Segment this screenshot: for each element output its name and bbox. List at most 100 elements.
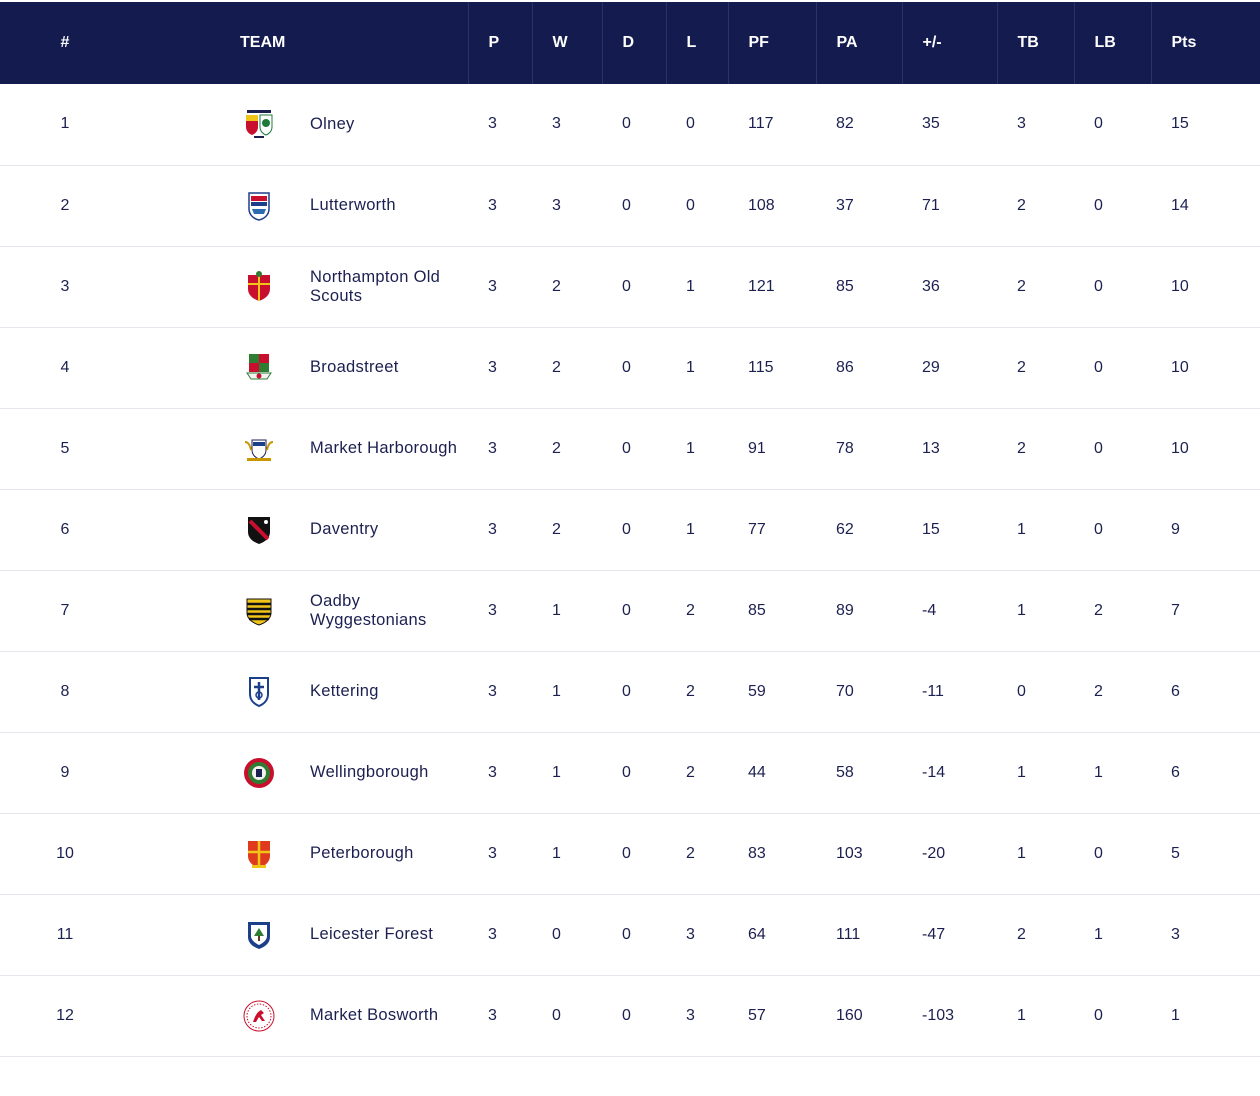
lost-cell: 1	[686, 439, 695, 457]
team-cell[interactable]: Kettering	[130, 651, 468, 732]
points-for-cell: 115	[748, 358, 774, 376]
points-against-cell: 86	[836, 358, 854, 376]
position-cell: 4	[60, 358, 70, 376]
points-against-cell: 85	[836, 277, 854, 295]
team-link[interactable]: Market Bosworth	[130, 999, 468, 1033]
losing-bonus-cell: 0	[1094, 277, 1103, 295]
table-row[interactable]: 3 Northampton Old Scouts 3 2 0 1 121 85 36 2 0 10	[0, 246, 1260, 327]
won-cell: 2	[552, 520, 561, 538]
team-cell[interactable]: Market Harborough	[130, 408, 468, 489]
lost-cell: 1	[686, 358, 695, 376]
won-cell: 2	[552, 439, 561, 457]
losing-bonus-cell: 0	[1094, 1006, 1103, 1024]
team-cell[interactable]: Market Bosworth	[130, 975, 468, 1056]
played-cell: 3	[488, 196, 497, 214]
drawn-cell: 0	[622, 196, 631, 214]
position-cell: 9	[60, 763, 70, 781]
team-link[interactable]: Northampton Old Scouts	[130, 268, 468, 306]
losing-bonus-cell: 1	[1094, 763, 1103, 781]
losing-bonus-cell: 0	[1094, 439, 1103, 457]
team-cell[interactable]: Leicester Forest	[130, 894, 468, 975]
team-cell[interactable]: Northampton Old Scouts	[130, 246, 468, 327]
table-row[interactable]: 2 Lutterworth 3 3 0 0 108 37 71 2 0 14	[0, 165, 1260, 246]
position-cell: 3	[60, 277, 70, 295]
drawn-cell: 0	[622, 439, 631, 457]
points-difference-cell: 35	[922, 115, 940, 133]
table-row[interactable]: 6 Daventry 3 2 0 1 77 62 15 1 0 9	[0, 489, 1260, 570]
played-cell: 3	[488, 358, 497, 376]
team-cell[interactable]: Wellingborough	[130, 732, 468, 813]
table-row[interactable]: 9 Wellingborough 3 1 0 2 44 58 -14 1 1 6	[0, 732, 1260, 813]
points-cell: 6	[1171, 682, 1180, 700]
team-link[interactable]: Oadby Wyggestonians	[130, 592, 468, 630]
column-header-position[interactable]: #	[60, 34, 70, 51]
column-header-points[interactable]: Pts	[1150, 2, 1260, 84]
points-difference-cell: -11	[922, 682, 944, 700]
team-cell[interactable]: Olney	[130, 84, 468, 165]
team-cell[interactable]: Peterborough	[130, 813, 468, 894]
points-difference-cell: -20	[922, 844, 946, 862]
lost-cell: 1	[686, 277, 695, 295]
team-cell[interactable]: Daventry	[130, 489, 468, 570]
team-link[interactable]: Daventry	[130, 513, 468, 547]
losing-bonus-cell: 0	[1094, 115, 1103, 133]
column-header-team[interactable]: TEAM	[130, 2, 468, 84]
column-header-played[interactable]: P	[467, 2, 532, 84]
team-name: Olney	[310, 114, 355, 133]
drawn-cell: 0	[622, 763, 631, 781]
points-for-cell: 83	[748, 844, 766, 862]
table-row[interactable]: 7 Oadby Wyggestonians 3 1 0 2 85 89 -4 1 2 7	[0, 570, 1260, 651]
table-row[interactable]: 4 Broadstreet 3 2 0 1 115 86 29 2 0 10	[0, 327, 1260, 408]
points-against-cell: 82	[836, 115, 854, 133]
team-link[interactable]: Broadstreet	[130, 351, 468, 385]
losing-bonus-cell: 0	[1094, 844, 1103, 862]
team-link[interactable]: Olney	[130, 107, 468, 141]
column-header-try-bonus[interactable]: TB	[996, 2, 1074, 84]
points-difference-cell: 36	[922, 277, 940, 295]
position-cell: 5	[60, 439, 70, 457]
drawn-cell: 0	[622, 277, 631, 295]
points-against-cell: 58	[836, 763, 854, 781]
column-header-drawn[interactable]: D	[601, 2, 666, 84]
lost-cell: 0	[686, 115, 695, 133]
team-link[interactable]: Wellingborough	[130, 756, 468, 790]
column-header-points-against[interactable]: PA	[815, 2, 902, 84]
daventry-crest-icon	[242, 513, 276, 547]
team-cell[interactable]: Lutterworth	[130, 165, 468, 246]
column-header-losing-bonus[interactable]: LB	[1073, 2, 1151, 84]
table-row[interactable]: 5 Market Harborough 3 2 0 1 91 78 13 2 0 10	[0, 408, 1260, 489]
column-header-lost[interactable]: L	[665, 2, 728, 84]
try-bonus-cell: 2	[1017, 358, 1026, 376]
team-link[interactable]: Market Harborough	[130, 432, 468, 466]
losing-bonus-cell: 1	[1094, 925, 1103, 943]
table-row[interactable]: 12 Market Bosworth 3 0 0 3 57 160 -103 1 0 1	[0, 975, 1260, 1056]
team-link[interactable]: Lutterworth	[130, 189, 468, 223]
try-bonus-cell: 2	[1017, 925, 1026, 943]
points-for-cell: 108	[748, 196, 775, 214]
column-header-points-difference[interactable]: +/-	[901, 2, 997, 84]
drawn-cell: 0	[622, 601, 631, 619]
points-difference-cell: 13	[922, 439, 940, 457]
column-header-points-for[interactable]: PF	[727, 2, 816, 84]
team-link[interactable]: Peterborough	[130, 837, 468, 871]
table-row[interactable]: 8 Kettering 3 1 0 2 59 70 -11 0 2 6	[0, 651, 1260, 732]
table-row[interactable]: 11 Leicester Forest 3 0 0 3 64 111 -47 2 1 3	[0, 894, 1260, 975]
league-table-container: # TEAM P W D L PF PA +/- TB LB Pts 1 Olne…	[0, 2, 1260, 1057]
points-for-cell: 59	[748, 682, 766, 700]
team-cell[interactable]: Oadby Wyggestonians	[130, 570, 468, 651]
points-cell: 3	[1171, 925, 1180, 943]
column-header-won[interactable]: W	[531, 2, 602, 84]
team-link[interactable]: Kettering	[130, 675, 468, 709]
lost-cell: 3	[686, 925, 695, 943]
played-cell: 3	[488, 520, 497, 538]
points-cell: 15	[1171, 115, 1189, 133]
points-for-cell: 64	[748, 925, 766, 943]
points-difference-cell: -47	[922, 925, 946, 943]
points-for-cell: 77	[748, 520, 766, 538]
table-row[interactable]: 1 Olney 3 3 0 0 117 82 35 3 0 15	[0, 84, 1260, 165]
table-row[interactable]: 10 Peterborough 3 1 0 2 83 103 -20 1 0 5	[0, 813, 1260, 894]
team-cell[interactable]: Broadstreet	[130, 327, 468, 408]
team-link[interactable]: Leicester Forest	[130, 918, 468, 952]
played-cell: 3	[488, 277, 497, 295]
team-name: Daventry	[310, 520, 379, 538]
